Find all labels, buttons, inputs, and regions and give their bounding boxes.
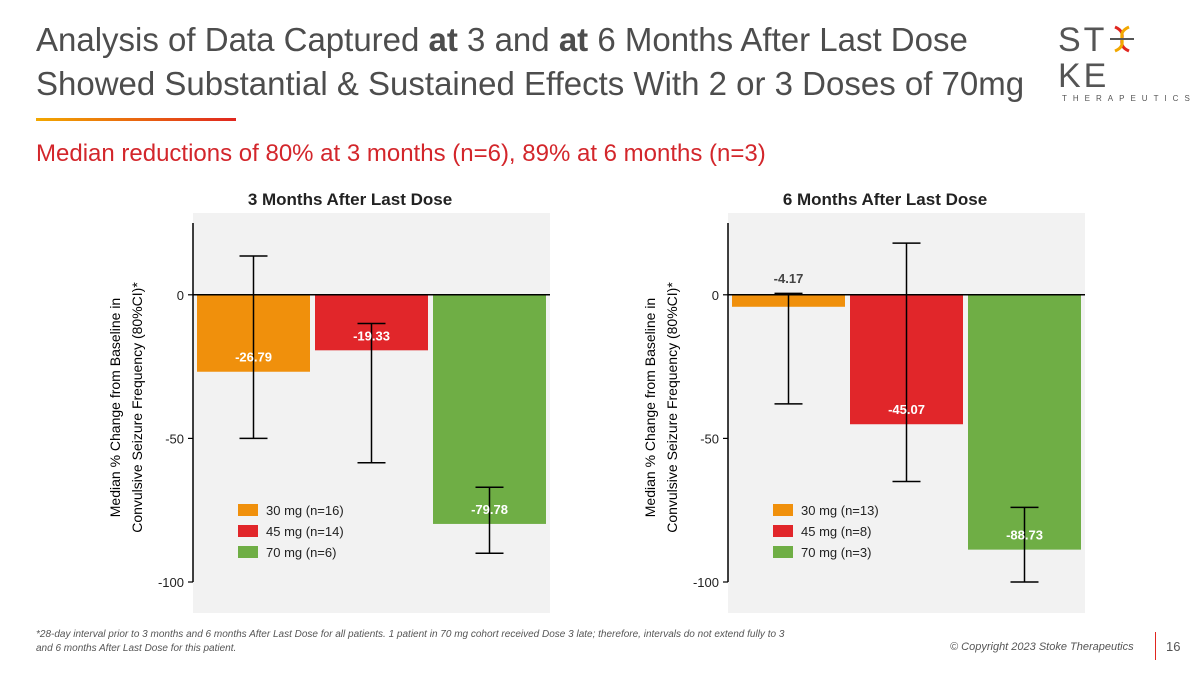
chart-2-y-tick-label: 0 xyxy=(712,288,719,303)
chart-2-data-label-3: -88.73 xyxy=(1006,528,1043,543)
chart-1-y-tick-label: -100 xyxy=(158,575,184,590)
page-number-divider xyxy=(1155,632,1156,660)
title-underline xyxy=(36,118,236,121)
chart-1-bar-3 xyxy=(433,294,546,524)
chart-2-y-label-line-1: Median % Change from Baseline in xyxy=(642,298,658,517)
chart-1-data-label-3: -79.78 xyxy=(471,502,508,517)
chart-1-y-label-line-1: Median % Change from Baseline in xyxy=(107,298,123,517)
title-line-2: Showed Substantial & Sustained Effects W… xyxy=(36,65,1025,102)
chart-1-y-label-line-2: Convulsive Seizure Frequency (80%CI)* xyxy=(129,282,145,533)
chart-1-y-tick-label: -50 xyxy=(165,431,184,446)
chart-2-legend-label-3: 70 mg (n=3) xyxy=(801,545,871,560)
chart-1-legend-label-3: 70 mg (n=6) xyxy=(266,545,336,560)
chart-1-legend-swatch-1 xyxy=(238,504,258,516)
chart-2-legend-swatch-3 xyxy=(773,546,793,558)
chart-2-y-label-line-2: Convulsive Seizure Frequency (80%CI)* xyxy=(664,282,680,533)
chart-1-data-label-2: -19.33 xyxy=(353,328,390,343)
chart-2-legend-swatch-2 xyxy=(773,525,793,537)
chart-1-y-tick-label: 0 xyxy=(177,288,184,303)
chart-1-title: 3 Months After Last Dose xyxy=(247,190,453,209)
title-line-1: Analysis of Data Captured at 3 and at 6 … xyxy=(36,21,968,58)
slide-title: Analysis of Data Captured at 3 and at 6 … xyxy=(36,18,1036,106)
chart-1-legend-label-2: 45 mg (n=14) xyxy=(266,524,344,539)
page-number: 16 xyxy=(1166,639,1181,654)
chart-2-legend-label-1: 30 mg (n=13) xyxy=(801,503,879,518)
stoke-logo: STKE THERAPEUTICS xyxy=(1058,22,1190,103)
footnote: *28-day interval prior to 3 months and 6… xyxy=(36,629,785,654)
chart-1-legend-swatch-2 xyxy=(238,525,258,537)
copyright: © Copyright 2023 Stoke Therapeutics xyxy=(950,641,1134,653)
logo-subtitle: THERAPEUTICS xyxy=(1062,94,1196,103)
chart-1-legend-swatch-3 xyxy=(238,546,258,558)
logo-wordmark: STKE xyxy=(1058,22,1188,94)
chart-2-y-tick-label: -50 xyxy=(700,431,719,446)
chart-2-legend-label-2: 45 mg (n=8) xyxy=(801,524,871,539)
chart-2-legend-swatch-1 xyxy=(773,504,793,516)
chart-2-data-label-1: -4.17 xyxy=(774,271,804,286)
chart-2-data-label-2: -45.07 xyxy=(888,402,925,417)
logo-helix-icon xyxy=(1110,25,1135,53)
chart-2-title: 6 Months After Last Dose xyxy=(782,190,988,209)
chart-1-data-label-1: -26.79 xyxy=(235,350,272,365)
chart-1-legend-label-1: 30 mg (n=16) xyxy=(266,503,344,518)
chart-2-y-tick-label: -100 xyxy=(693,575,719,590)
slide-subtitle: Median reductions of 80% at 3 months (n=… xyxy=(36,140,766,167)
